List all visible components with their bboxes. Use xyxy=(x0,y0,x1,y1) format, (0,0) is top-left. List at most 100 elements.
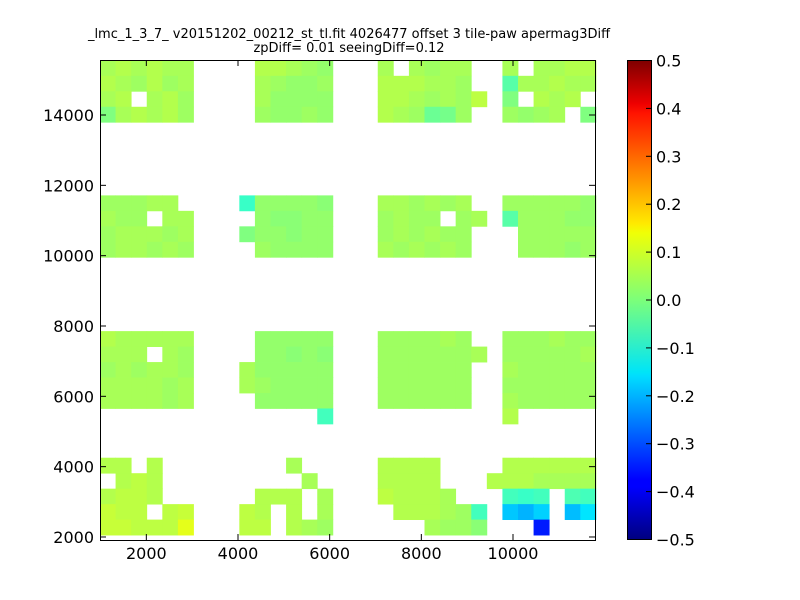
heatmap-cell xyxy=(549,60,566,77)
heatmap-cell xyxy=(424,195,441,212)
heatmap-cell xyxy=(286,377,303,394)
heatmap-cell xyxy=(115,377,132,394)
heatmap-cell xyxy=(100,504,116,520)
heatmap-cell xyxy=(254,226,271,243)
heatmap-cell xyxy=(115,75,132,92)
heatmap-cell xyxy=(580,346,597,363)
heatmap-cell xyxy=(455,75,472,92)
heatmap-cell xyxy=(393,346,410,363)
heatmap-cell xyxy=(440,241,457,258)
heatmap-cell xyxy=(580,393,597,409)
heatmap-cell xyxy=(455,60,472,77)
colorbar-tick-label: 0.1 xyxy=(656,243,681,262)
heatmap-cell xyxy=(100,195,116,212)
colorbar-tick-label: −0.2 xyxy=(656,387,695,406)
heatmap-cell xyxy=(317,106,334,123)
heatmap-cell xyxy=(549,91,566,108)
heatmap-cell xyxy=(115,393,132,409)
heatmap-cell xyxy=(424,393,441,409)
heatmap-cell xyxy=(393,75,410,92)
heatmap-cell xyxy=(580,210,597,227)
heatmap-cell xyxy=(162,346,179,363)
heatmap-cell xyxy=(580,106,597,123)
heatmap-cell xyxy=(131,519,148,536)
heatmap-cell xyxy=(270,362,287,378)
heatmap-cell xyxy=(580,488,597,505)
heatmap-cell xyxy=(471,519,488,536)
heatmap-cell xyxy=(455,519,472,536)
heatmap-cell xyxy=(100,75,116,92)
heatmap-cell xyxy=(254,106,271,123)
heatmap-cell xyxy=(580,377,597,394)
y-axis: 2000 4000 6000 8000 10000 12000 14000 xyxy=(43,106,595,547)
heatmap-cell xyxy=(580,457,597,474)
heatmap-cell xyxy=(270,60,287,77)
heatmap-cell xyxy=(100,106,116,123)
heatmap-cell xyxy=(549,346,566,363)
chart-title: _lmc_1_3_7_ v20151202_00212_st_tl.fit 40… xyxy=(87,27,611,42)
heatmap-cell xyxy=(131,75,148,92)
heatmap-cell xyxy=(377,346,394,363)
heatmap-cell xyxy=(408,210,425,227)
heatmap-cell xyxy=(317,377,334,394)
heatmap-cell xyxy=(254,346,271,363)
heatmap-cell xyxy=(239,377,256,394)
heatmap-cell xyxy=(301,473,318,490)
heatmap-cell xyxy=(440,362,457,378)
heatmap-cell xyxy=(393,106,410,123)
heatmap-cell xyxy=(115,519,132,536)
heatmap-cell xyxy=(177,377,194,394)
heatmap-cell xyxy=(317,488,334,505)
heatmap-cell xyxy=(533,106,550,123)
heatmap-cell xyxy=(440,75,457,92)
heatmap-cell xyxy=(270,377,287,394)
heatmap-cell xyxy=(131,210,148,227)
heatmap-cell xyxy=(440,195,457,212)
heatmap-cell xyxy=(424,210,441,227)
heatmap-cell xyxy=(301,331,318,347)
heatmap-cell xyxy=(393,195,410,212)
heatmap-cell xyxy=(301,393,318,409)
heatmap-cell xyxy=(270,210,287,227)
heatmap-cell xyxy=(549,393,566,409)
y-tick-label: 12000 xyxy=(43,176,94,195)
heatmap-cell xyxy=(518,75,534,92)
heatmap-cell xyxy=(254,519,271,536)
heatmap-cell xyxy=(440,331,457,347)
heatmap-cell xyxy=(455,377,472,394)
heatmap-cell xyxy=(533,377,550,394)
heatmap-cell xyxy=(177,519,194,536)
heatmap-cell xyxy=(162,362,179,378)
heatmap-cell xyxy=(301,519,318,536)
heatmap-cell xyxy=(177,75,194,92)
heatmap-cell xyxy=(518,504,534,520)
heatmap-cell xyxy=(115,473,132,490)
heatmap-cell xyxy=(424,488,441,505)
heatmap-cell xyxy=(502,362,519,378)
heatmap-cell xyxy=(455,346,472,363)
colorbar-tick-label: −0.5 xyxy=(656,531,695,550)
heatmap-cell xyxy=(580,195,597,212)
heatmap-cell xyxy=(502,210,519,227)
heatmap-cell xyxy=(377,362,394,378)
y-tick-label: 4000 xyxy=(53,458,94,477)
heatmap-cell xyxy=(533,210,550,227)
heatmap-cell xyxy=(270,106,287,123)
heatmap-cell xyxy=(131,473,148,490)
heatmap-cell xyxy=(408,362,425,378)
y-tick-label: 14000 xyxy=(43,106,94,125)
heatmap-cells xyxy=(100,60,597,536)
heatmap-cell xyxy=(286,488,303,505)
heatmap-cell xyxy=(100,346,116,363)
heatmap-cell xyxy=(286,226,303,243)
heatmap-cell xyxy=(115,210,132,227)
heatmap-cell xyxy=(440,488,457,505)
heatmap-cell xyxy=(254,60,271,77)
heatmap-cell xyxy=(177,60,194,77)
heatmap-cell xyxy=(564,241,581,258)
heatmap-cell xyxy=(393,393,410,409)
heatmap-cell xyxy=(239,519,256,536)
heatmap-cell xyxy=(377,60,394,77)
colorbar-ticks: 0.5 0.4 0.3 0.2 0.1 0.0 −0.1 −0.2 −0.3 −0.4 −0.5 xyxy=(646,52,695,550)
heatmap-cell xyxy=(533,331,550,347)
